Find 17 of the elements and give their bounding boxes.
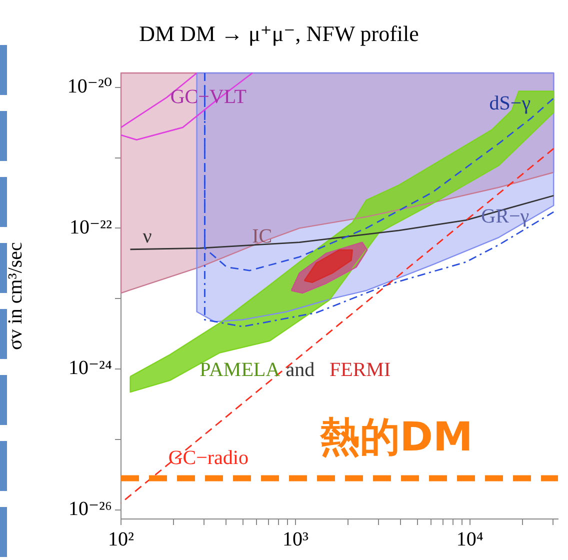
series-label: PAMELA bbox=[200, 359, 281, 382]
series-label: GC−radio bbox=[168, 447, 248, 470]
y-tick-label: 10⁻²⁰ bbox=[67, 76, 112, 98]
x-tick-label: 10² bbox=[108, 528, 134, 550]
series-label: GR−γ bbox=[481, 205, 530, 228]
text: FERMI bbox=[329, 359, 391, 382]
y-tick-label: 10⁻²⁴ bbox=[68, 357, 112, 380]
chart-title: DM DM → μ⁺μ⁻, NFW profile bbox=[139, 20, 419, 46]
y-tick-label: 10⁻²² bbox=[69, 216, 112, 238]
x-tick-label: 10³ bbox=[282, 528, 308, 550]
series-label: IC bbox=[252, 225, 272, 248]
annotation: and bbox=[286, 359, 315, 382]
y-axis-title: σv in cm³/sec bbox=[4, 242, 26, 350]
y-tick-label: 10⁻²⁶ bbox=[68, 498, 112, 520]
ref-line-label: 熱的DM bbox=[318, 414, 473, 461]
series-label: ν bbox=[142, 225, 152, 248]
x-tick-label: 10⁴ bbox=[456, 528, 484, 550]
